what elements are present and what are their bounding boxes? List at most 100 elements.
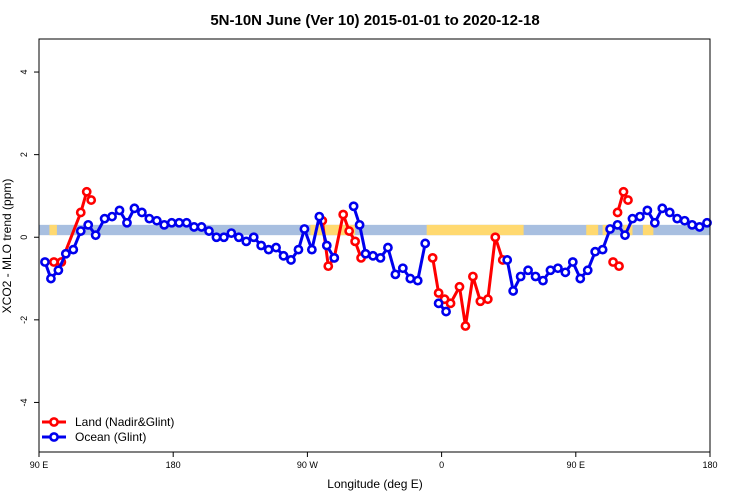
ocean-data-point xyxy=(502,255,513,265)
ocean-data-point xyxy=(83,219,94,230)
ocean-data-point xyxy=(368,250,378,261)
land-data-point xyxy=(475,296,486,307)
ocean-data-point xyxy=(530,271,541,282)
legend-land-label: Land (Nadir&Glint) xyxy=(75,415,174,429)
land-data-point xyxy=(445,298,456,309)
ocean-band xyxy=(39,224,710,236)
legend-ocean-label: Ocean (Glint) xyxy=(75,430,146,444)
ocean-data-point xyxy=(545,265,556,276)
ocean-data-point xyxy=(649,217,660,228)
chart-title: 5N-10N June (Ver 10) 2015-01-01 to 2020-… xyxy=(210,12,539,29)
land-band-segment xyxy=(49,224,57,236)
ocean-data-point xyxy=(226,228,237,239)
land-data-point xyxy=(86,195,97,205)
ocean-data-point xyxy=(560,267,571,278)
x-axis-label: Longitude (deg E) xyxy=(327,477,422,491)
ocean-data-point xyxy=(293,244,304,255)
ocean-data-point xyxy=(523,265,533,276)
ocean-data-point xyxy=(612,219,623,230)
ocean-data-point xyxy=(122,217,132,228)
ocean-series-line xyxy=(43,206,336,280)
y-tick-label: 0 xyxy=(19,235,29,240)
ocean-data-point xyxy=(383,242,393,253)
land-data-point xyxy=(344,226,355,236)
ocean-data-point xyxy=(575,273,586,284)
land-band-segment xyxy=(642,224,654,236)
ocean-data-point xyxy=(144,213,155,224)
ocean-data-point xyxy=(420,238,431,249)
ocean-data-point xyxy=(694,222,705,232)
ocean-data-point xyxy=(642,205,653,216)
ocean-data-point xyxy=(75,226,86,236)
ocean-data-point xyxy=(397,263,408,274)
ocean-data-point xyxy=(412,275,423,286)
ocean-data-point xyxy=(211,232,222,243)
land-data-point xyxy=(482,294,493,305)
land-data-point xyxy=(433,288,444,298)
ocean-data-point xyxy=(582,265,593,276)
ocean-data-point xyxy=(99,213,110,224)
ocean-data-point xyxy=(286,255,296,265)
ocean-data-point xyxy=(679,215,690,226)
legend: Land (Nadir&Glint)Ocean (Glint) xyxy=(42,415,174,444)
land-data-point xyxy=(49,257,59,267)
y-tick-label: -4 xyxy=(19,398,29,406)
ocean-data-point xyxy=(597,244,608,255)
ocean-data-point xyxy=(329,252,340,263)
ocean-data-point xyxy=(233,232,244,243)
ocean-data-point xyxy=(635,211,645,222)
y-axis-label: XCO2 - MLO trend (ppm) xyxy=(0,179,14,314)
ocean-data-point xyxy=(204,226,214,236)
ocean-data-point xyxy=(620,230,630,241)
ocean-data-point xyxy=(672,213,683,224)
ocean-data-point xyxy=(166,217,177,228)
land-data-point xyxy=(468,271,478,282)
ocean-data-point xyxy=(515,271,526,282)
land-band-segment xyxy=(426,224,524,236)
ocean-data-point xyxy=(299,224,310,234)
y-tick-label: 4 xyxy=(19,70,29,75)
ocean-data-point xyxy=(321,240,332,251)
land-data-point xyxy=(490,232,501,243)
x-tick-label: 90 E xyxy=(567,460,586,470)
ocean-data-point xyxy=(241,236,252,247)
ocean-data-point xyxy=(278,250,289,261)
ocean-data-point xyxy=(271,242,281,253)
ocean-data-point xyxy=(181,217,192,228)
x-tick-label: 180 xyxy=(166,460,181,470)
land-data-point xyxy=(454,281,465,292)
x-tick-label: 180 xyxy=(702,460,717,470)
land-data-point xyxy=(618,186,629,197)
land-band-segment xyxy=(310,224,356,236)
x-tick-label: 0 xyxy=(439,460,444,470)
legend-land-marker xyxy=(49,417,59,427)
ocean-data-point xyxy=(405,273,416,284)
ocean-data-point xyxy=(40,257,50,267)
ocean-data-point xyxy=(538,275,548,286)
ocean-data-point xyxy=(248,232,259,243)
ocean-data-point xyxy=(196,222,207,232)
ocean-data-point xyxy=(375,252,386,263)
ocean-data-point xyxy=(68,244,79,255)
legend-ocean-marker xyxy=(49,432,59,442)
land-data-point xyxy=(338,209,349,220)
land-data-point xyxy=(623,195,633,205)
ocean-data-point xyxy=(702,217,712,228)
y-tick-label: -2 xyxy=(19,316,29,324)
ocean-data-point xyxy=(627,213,638,224)
y-tick-label: 2 xyxy=(19,152,29,157)
ocean-data-point xyxy=(605,224,615,234)
ocean-data-point xyxy=(348,201,359,212)
ocean-data-point xyxy=(664,207,675,218)
axes: -4 -2 0 2 4 90 E 180 90 W 0 90 E 180 xyxy=(19,38,718,470)
ocean-data-point xyxy=(590,246,601,257)
land-data-point xyxy=(350,236,361,247)
ocean-data-point xyxy=(306,244,317,255)
ocean-data-point xyxy=(218,232,229,243)
ocean-data-point xyxy=(441,306,451,317)
land-data-point xyxy=(323,261,334,272)
x-tick-label: 90 E xyxy=(30,460,49,470)
plot-frame xyxy=(38,38,711,453)
ocean-data-point xyxy=(129,203,140,214)
